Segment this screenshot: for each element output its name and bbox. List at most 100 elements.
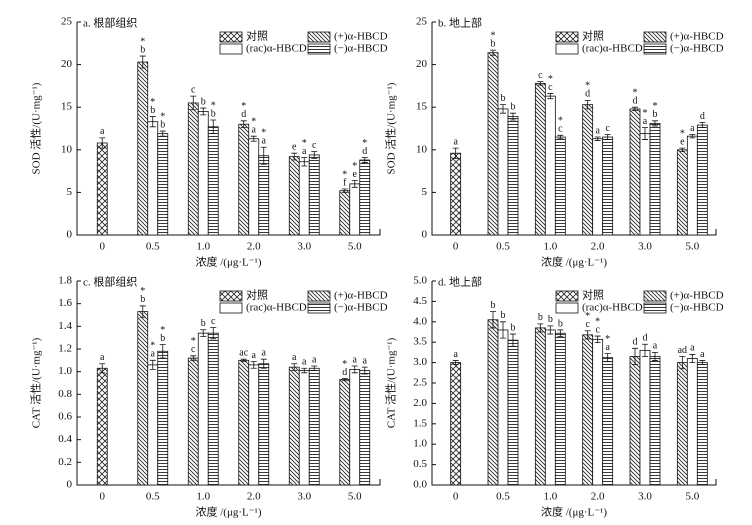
significance-letter: b <box>201 318 206 329</box>
error-bar <box>642 343 648 357</box>
significance-letter: * <box>241 101 246 112</box>
significance-letter: e <box>353 169 358 180</box>
x-tick-label: 1.0 <box>543 491 557 503</box>
significance-letter: ad <box>678 345 687 356</box>
bar <box>450 152 462 236</box>
error-bar <box>632 347 638 366</box>
error-bar <box>311 151 318 159</box>
error-bar <box>452 360 459 366</box>
error-bar <box>557 329 564 337</box>
legend-label: (+)α-HBCD <box>670 31 724 43</box>
significance-letter: e <box>292 142 297 153</box>
bar <box>359 159 371 236</box>
significance-letter: a <box>595 125 600 136</box>
error-bar <box>652 120 658 127</box>
error-bar <box>200 107 207 116</box>
error-bar <box>149 116 156 128</box>
significance-letter: a <box>453 136 458 147</box>
legend-label: 对照 <box>246 288 268 302</box>
error-bar <box>452 147 459 159</box>
bar <box>629 108 641 236</box>
bar <box>534 82 546 236</box>
error-bar <box>159 344 166 359</box>
y-tick-label: 25 <box>61 16 73 28</box>
bar <box>497 329 509 486</box>
error-bar <box>699 122 706 129</box>
bar <box>187 357 199 486</box>
legend-swatch <box>643 31 667 43</box>
y-tick-label: 10 <box>416 143 428 155</box>
significance-letter: * <box>633 87 638 98</box>
significance-letter: * <box>680 128 685 139</box>
y-tick-label: 20 <box>61 58 73 70</box>
error-bar <box>510 333 516 347</box>
bar <box>554 136 566 236</box>
x-tick-label: 0.5 <box>496 491 510 503</box>
x-tick-label: 0.5 <box>496 241 510 253</box>
y-axis-label: CAT 活性/(U·mg⁻¹) <box>29 337 43 428</box>
significance-letter: b <box>140 294 145 305</box>
y-tick-label: 15 <box>416 101 428 113</box>
x-tick-label: 2.0 <box>247 491 261 503</box>
y-tick-label: 4.5 <box>413 295 427 307</box>
bar <box>487 319 499 486</box>
error-bar <box>210 327 217 340</box>
bar <box>339 190 351 236</box>
bar <box>629 356 641 486</box>
x-tick-label: 0.5 <box>146 491 160 503</box>
bar <box>238 123 250 236</box>
error-bar <box>699 360 706 366</box>
bar <box>339 379 351 486</box>
y-tick-label: 20 <box>416 58 428 70</box>
legend-label: (−)α-HBCD <box>670 43 724 55</box>
bar <box>308 154 320 236</box>
bar <box>197 111 209 236</box>
significance-letter: b <box>653 109 658 120</box>
error-bar <box>301 157 308 167</box>
significance-letter: c <box>595 324 600 335</box>
significance-letter: a <box>100 352 105 363</box>
significance-letter: a <box>605 342 610 353</box>
y-tick-label: 1.0 <box>58 365 72 377</box>
bar <box>298 370 310 486</box>
significance-letter: * <box>352 161 357 172</box>
significance-letter: * <box>643 108 648 119</box>
y-tick-label: 1.5 <box>413 417 427 429</box>
bar <box>487 52 499 236</box>
bar <box>649 122 661 236</box>
error-bar <box>351 180 358 188</box>
bar <box>676 362 688 486</box>
x-tick-label: 3.0 <box>638 241 652 253</box>
significance-letter: a <box>292 352 297 363</box>
bar <box>157 350 169 486</box>
error-bar <box>99 137 106 149</box>
significance-letter: d <box>342 367 347 378</box>
significance-letter: a <box>690 123 695 134</box>
significance-letter: a <box>252 350 257 361</box>
legend-swatch <box>555 302 579 314</box>
panel: 0.0 0.5 1.0 1.5 2.0 2.5 3.0 3.5 4.0 4.5 5.0 d. 地上部浓… <box>384 275 724 519</box>
significance-letter: * <box>150 341 155 352</box>
legend-swatch <box>219 43 243 55</box>
legend-label: (−)α-HBCD <box>334 43 388 55</box>
error-bar <box>689 134 696 139</box>
significance-letter: a <box>252 124 257 135</box>
significance-letter: * <box>160 111 165 122</box>
significance-letter: * <box>140 286 145 297</box>
bar <box>592 138 604 236</box>
x-tick-label: 3.0 <box>297 241 311 253</box>
legend-swatch <box>219 290 243 302</box>
significance-letter: d <box>585 89 590 100</box>
significance-letter: * <box>251 116 256 127</box>
y-tick-label: 0.5 <box>413 458 427 470</box>
x-tick-label: 2.0 <box>591 241 605 253</box>
significance-letter: * <box>491 30 496 41</box>
error-bar <box>291 152 298 161</box>
panel-title: b. 地上部 <box>438 16 482 30</box>
bar <box>582 334 594 486</box>
significance-letter: b <box>491 300 496 311</box>
bar <box>137 61 149 236</box>
significance-letter: d <box>643 333 648 344</box>
